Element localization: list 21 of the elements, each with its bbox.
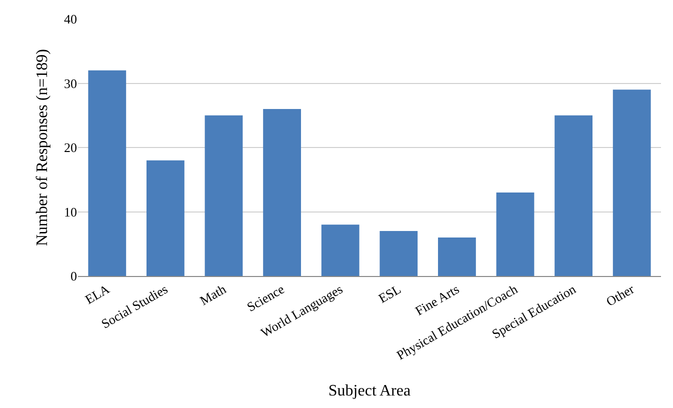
bar bbox=[612, 90, 651, 276]
x-tick-label: ESL bbox=[376, 281, 404, 306]
x-tick-label: Other bbox=[603, 281, 638, 310]
y-axis-title: Number of Responses (n=189) bbox=[34, 49, 51, 246]
bar bbox=[263, 108, 301, 276]
bar bbox=[204, 115, 243, 276]
y-tick-label: 30 bbox=[64, 76, 77, 91]
bar bbox=[146, 160, 184, 276]
bar bbox=[380, 231, 418, 276]
bar bbox=[496, 192, 534, 276]
y-tick-label: 10 bbox=[64, 204, 77, 220]
y-tick-label: 40 bbox=[64, 12, 77, 27]
x-tick-label: ELA bbox=[82, 281, 112, 307]
bar bbox=[438, 237, 476, 276]
x-axis-title: Subject Area bbox=[328, 382, 411, 400]
y-tick-label: 20 bbox=[64, 140, 77, 156]
y-tick-label: 0 bbox=[70, 268, 77, 284]
bar bbox=[88, 70, 126, 276]
bar bbox=[321, 224, 360, 276]
x-tick-label: Math bbox=[197, 281, 229, 308]
bar bbox=[554, 115, 592, 276]
